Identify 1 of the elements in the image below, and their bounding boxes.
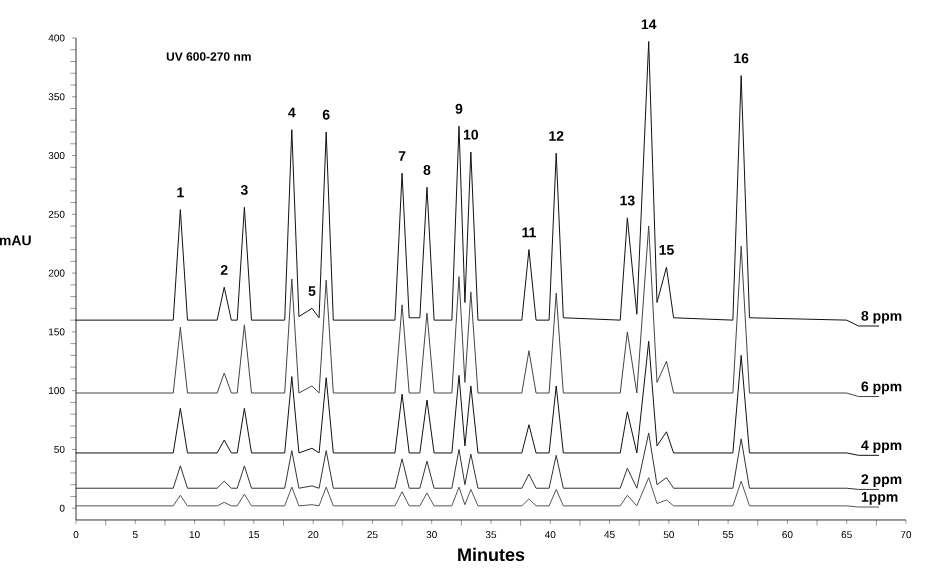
x-axis-title: Minutes — [458, 547, 525, 562]
